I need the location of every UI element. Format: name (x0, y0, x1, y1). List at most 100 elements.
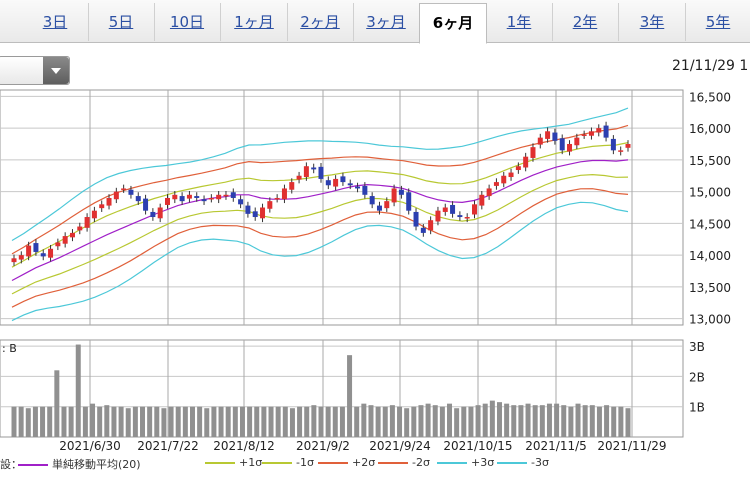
candle-body (398, 189, 404, 195)
tab-8[interactable]: 1年 (486, 3, 553, 41)
price-grid (0, 89, 684, 326)
volume-bar (418, 405, 424, 437)
volume-bar (389, 405, 395, 437)
price-plot-area (0, 89, 684, 326)
candle-body (618, 150, 624, 152)
candle-body (625, 143, 631, 148)
price-tick-label: 14,500 (689, 217, 731, 231)
candlesticks (11, 121, 631, 266)
volume-bar (32, 406, 38, 437)
volume-bar (297, 406, 303, 437)
volume-bar (368, 405, 374, 437)
volume-bar (61, 406, 67, 437)
volume-bar (325, 406, 331, 437)
candle-body (515, 166, 521, 171)
candle-body (391, 188, 397, 203)
volume-bar (189, 406, 195, 437)
tab-9[interactable]: 2年 (552, 3, 619, 41)
volume-bar (182, 406, 188, 437)
candle-body (128, 189, 134, 195)
candle-body (77, 226, 83, 231)
legend-swatch (205, 462, 235, 464)
candle-body (157, 207, 163, 219)
legend-prefix: 設： (0, 458, 22, 471)
candle-body (91, 210, 97, 219)
volume-bar (104, 405, 110, 437)
volume-bar (568, 406, 574, 437)
volume-bar (111, 406, 117, 437)
candle-body (18, 255, 24, 260)
price-axis: 16,500 16,000 15,500 15,000 14,500 14,000 13,5… (689, 90, 731, 326)
volume-bar (47, 406, 53, 437)
indicator-dropdown[interactable] (0, 56, 70, 85)
candle-body (355, 186, 361, 189)
candle-body (55, 242, 61, 247)
candle-body (135, 196, 141, 202)
volume-bar (539, 405, 545, 437)
candle-body (384, 201, 390, 209)
volume-bar (161, 408, 167, 437)
volume-bar (18, 406, 24, 437)
price-tick-label: 15,500 (689, 154, 731, 168)
volume-bar (432, 405, 438, 437)
volume-bar (332, 406, 338, 437)
candle-body (296, 175, 302, 180)
candle-body (303, 166, 309, 178)
tab-2[interactable]: 5日 (88, 3, 155, 41)
candle-body (216, 194, 222, 200)
candle-body (172, 194, 178, 200)
candle-body (281, 188, 287, 200)
legend-item: -1σ (262, 456, 314, 469)
candle-body (420, 227, 426, 233)
candle-body (508, 172, 514, 178)
candle-body (559, 138, 565, 151)
volume-bar (447, 403, 453, 437)
legend-label: +3σ (471, 456, 495, 469)
legend-label: -1σ (296, 456, 314, 469)
volume-bar (511, 405, 517, 437)
candle-body (318, 166, 324, 179)
candle-body (362, 185, 368, 195)
volume-bar (239, 406, 245, 437)
tab-1[interactable]: 3日 (22, 3, 89, 41)
legend-item: 単純移動平均(20) (18, 456, 141, 472)
volume-bar (532, 405, 538, 437)
price-tick-label: 15,000 (689, 186, 731, 200)
chevron-down-icon[interactable] (43, 57, 69, 84)
minus1-sigma-line (11, 173, 629, 295)
legend-item: +3σ (437, 456, 494, 469)
price-tick-label: 13,500 (689, 281, 731, 295)
volume-bar (618, 406, 624, 437)
price-tick-label: 16,000 (689, 122, 731, 136)
tab-10[interactable]: 3年 (619, 3, 686, 41)
candle-body (472, 204, 477, 215)
candle-body (289, 182, 295, 190)
tab-3[interactable]: 10日 (154, 3, 221, 41)
volume-bar (232, 406, 238, 437)
tab-5[interactable]: 2ヶ月 (287, 3, 354, 41)
candle-body (596, 128, 602, 133)
candle-body (186, 194, 192, 199)
volume-bar (132, 406, 138, 437)
candle-body (523, 156, 529, 168)
candle-body (376, 205, 382, 211)
tab-11[interactable]: 5年 (685, 3, 750, 41)
volume-bar (339, 406, 345, 437)
volume-bar (482, 403, 488, 437)
candle-body (201, 199, 207, 202)
volume-bar (596, 406, 602, 437)
tab-4[interactable]: 1ヶ月 (221, 3, 288, 41)
legend-swatch (262, 462, 292, 464)
volume-bar (575, 403, 581, 437)
volume-bar (582, 405, 588, 437)
legend-swatch (18, 464, 48, 466)
candle-body (245, 205, 251, 214)
date-tick-label: 2021/6/30 (59, 439, 121, 453)
legend-swatch (497, 462, 527, 464)
tab-7[interactable]: 6ヶ月 (419, 3, 487, 44)
candle-body (230, 192, 236, 198)
date-tick-label: 2021/11/5 (525, 439, 587, 453)
volume-bar (90, 403, 96, 437)
candle-body (325, 180, 331, 186)
legend-item: +2σ (318, 456, 375, 469)
